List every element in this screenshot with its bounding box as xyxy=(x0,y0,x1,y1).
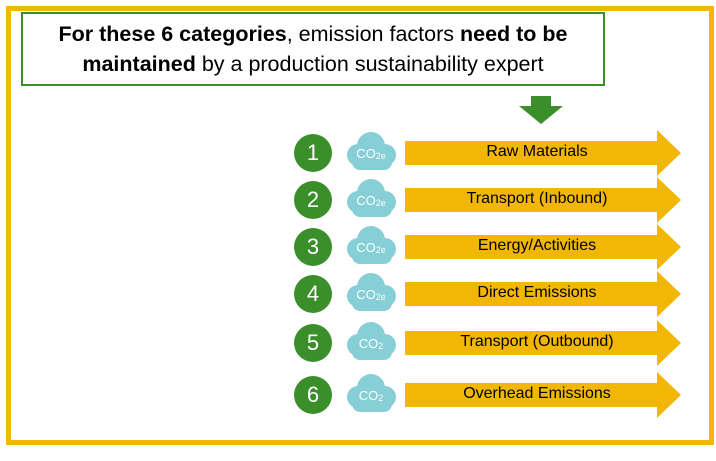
category-row-4: 4 CO2e Direct Emissions xyxy=(0,271,716,317)
co2-label: CO2e xyxy=(342,146,400,161)
co2-cloud-icon: CO2 xyxy=(342,373,400,415)
number-badge: 3 xyxy=(294,228,332,266)
category-label: Raw Materials xyxy=(486,143,588,160)
co2-sub: 2e xyxy=(375,292,386,302)
arrow-shape xyxy=(405,372,681,418)
arrow-shape xyxy=(405,130,681,176)
co2-label: CO2 xyxy=(342,336,400,351)
category-label: Energy/Activities xyxy=(477,237,597,254)
arrow-shape xyxy=(405,224,681,270)
number-badge: 5 xyxy=(294,324,332,362)
callout-text-4: by a production sustainability expert xyxy=(195,52,544,76)
outer-frame xyxy=(6,6,714,445)
category-label: Transport (Inbound) xyxy=(466,190,608,207)
callout-bold-2: need to be maintained xyxy=(82,22,568,76)
co2-cloud-icon: CO2 xyxy=(342,321,400,363)
co2-sub: 2 xyxy=(378,341,384,351)
category-row-6: 6 CO2 Overhead Emissions xyxy=(0,372,716,418)
callout-text-2: , emission factors xyxy=(286,22,460,46)
callout-bold-1: For these 6 categories xyxy=(58,22,287,46)
callout-box: For these 6 categories, emission factors… xyxy=(21,12,605,86)
co2-text: CO xyxy=(356,146,376,161)
down-arrow-icon xyxy=(519,96,563,124)
co2-cloud-icon: CO2e xyxy=(342,178,400,220)
co2-text: CO xyxy=(356,193,376,208)
co2-label: CO2e xyxy=(342,240,400,255)
category-label: Overhead Emissions xyxy=(463,385,611,402)
arrow-shape xyxy=(405,320,681,366)
co2-text: CO xyxy=(358,336,379,351)
number-badge: 4 xyxy=(294,275,332,313)
co2-cloud-icon: CO2e xyxy=(342,272,400,314)
category-row-5: 5 CO2 Transport (Outbound) xyxy=(0,320,716,366)
category-label: Transport (Outbound) xyxy=(460,333,614,350)
co2-text: CO xyxy=(356,240,376,255)
co2-text: CO xyxy=(358,388,379,403)
callout-text: For these 6 categories, emission factors… xyxy=(31,19,595,79)
category-row-3: 3 CO2e Energy/Activities xyxy=(0,224,716,270)
arrow-shape xyxy=(405,271,681,317)
number-badge: 6 xyxy=(294,376,332,414)
co2-sub: 2e xyxy=(375,198,386,208)
number-badge: 2 xyxy=(294,181,332,219)
co2-text: CO xyxy=(356,287,376,302)
co2-sub: 2 xyxy=(378,393,384,403)
number-badge: 1 xyxy=(294,134,332,172)
co2-cloud-icon: CO2e xyxy=(342,225,400,267)
co2-label: CO2 xyxy=(342,388,400,403)
arrow-shape xyxy=(405,177,681,223)
co2-cloud-icon: CO2e xyxy=(342,131,400,173)
category-row-1: 1 CO2e Raw Materials xyxy=(0,130,716,176)
co2-label: CO2e xyxy=(342,287,400,302)
co2-sub: 2e xyxy=(375,245,386,255)
category-row-2: 2 CO2e Transport (Inbound) xyxy=(0,177,716,223)
category-label: Direct Emissions xyxy=(477,284,597,301)
co2-label: CO2e xyxy=(342,193,400,208)
co2-sub: 2e xyxy=(375,151,386,161)
